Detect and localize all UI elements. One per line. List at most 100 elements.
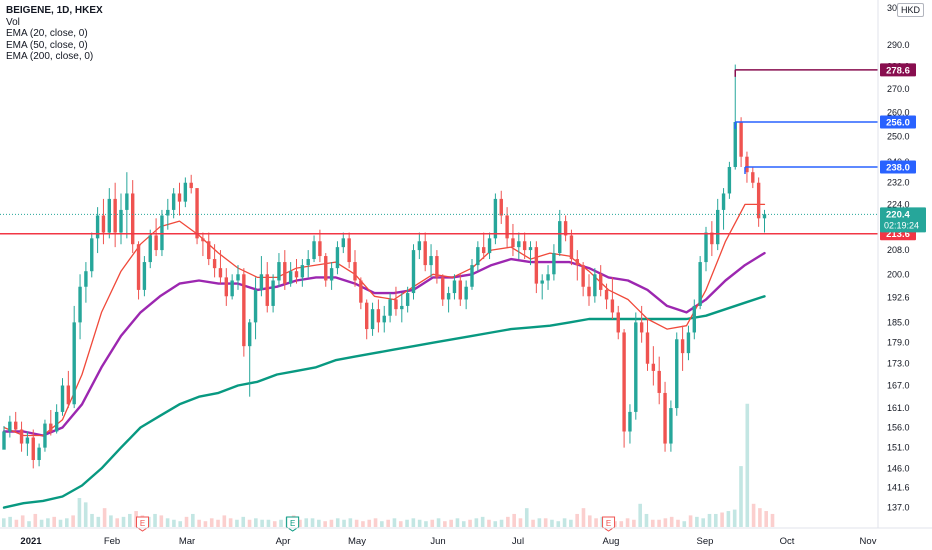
price-tick-label: 151.0 [887,443,910,453]
volume-bar [216,519,220,527]
last-price-countdown: 02:19:24 [884,220,919,230]
time-axis[interactable]: 2021 Feb Mar Apr May Jun Jul Aug Sep Oct Nov [20,536,876,547]
volume-bar [77,498,82,527]
candle-body [37,447,41,461]
candle-body [458,280,462,300]
volume-bar [197,519,201,527]
candle-body [95,215,100,239]
candle-body [183,182,188,202]
candle-body [388,299,392,316]
candle-body [90,238,94,272]
volume-bar [594,518,598,527]
volume-bar [430,519,435,527]
price-tick-label: 250.0 [887,132,910,142]
volume-bar [632,519,636,527]
volume-bar [272,521,277,527]
earnings-badge[interactable]: E [136,516,149,532]
volume-bar [298,519,302,527]
candle-body [610,299,615,313]
time-tick-label: Jun [430,536,445,547]
candle-body [113,198,117,233]
volume-bar [726,511,731,527]
volume-bar [506,516,510,527]
candle-body [365,302,369,330]
volume-series [2,403,775,527]
candle-body [669,408,673,444]
candle-body [575,259,579,266]
candle-body [160,215,164,251]
earnings-badge-label: E [290,519,295,528]
candle-body [265,274,269,306]
ema-200-series [2,295,766,509]
candle-body [370,309,375,330]
price-tick-label: 270.0 [887,84,910,94]
volume-bar [90,513,94,527]
ema20-legend-label[interactable]: EMA (20, close, 0) [6,28,88,39]
currency-badge[interactable]: HKD [896,3,924,17]
candle-body [8,421,12,432]
volume-bar [556,521,561,527]
last-price-value: 220.4 [886,209,910,220]
volume-bar [266,519,271,527]
volume-bar [411,518,416,527]
ema200-legend-label[interactable]: EMA (200, close, 0) [6,51,94,62]
volume-bar [71,515,75,527]
candle-body [639,322,644,333]
candle-body [739,122,743,157]
candle-body [242,274,246,347]
candle-body [14,421,18,430]
level-278-6-tag [880,63,916,77]
price-tick-label: 30 [887,3,897,13]
candle-body [517,241,521,248]
candle-body [628,411,632,432]
time-tick-label: Jul [512,536,524,547]
earnings-badge[interactable]: E [602,516,616,532]
volume-bar [109,515,113,527]
ema50-legend-label[interactable]: EMA (50, close, 0) [6,39,88,51]
volume-legend-label[interactable]: Vol [6,16,20,28]
volume-bar [228,518,233,527]
candle-body [43,423,47,448]
candle-body [634,322,638,412]
volume-bar [178,521,183,527]
candle-body [563,221,568,236]
candle-body [25,437,30,444]
horizontal-levels[interactable] [0,69,878,235]
volume-bar [764,511,768,527]
candle-body [645,332,650,364]
price-axis[interactable]: 137.0 141.6 146.0 151.0 156.0 161.0 167.0 173.0… [887,3,910,513]
price-tick-label: 260.0 [887,107,910,117]
volume-bar [342,519,346,527]
candle-body [441,277,445,300]
volume-bar [354,519,359,527]
volume-bar [128,513,132,527]
price-tick-label: 156.0 [887,423,910,433]
price-tick-label: 179.0 [887,338,910,348]
volume-bar [367,519,372,527]
candle-body [72,322,76,405]
volume-bar [695,516,699,527]
candle-body [312,241,316,260]
earnings-badge[interactable]: E [286,516,300,532]
candle-body [125,193,129,210]
symbol-title[interactable]: BEIGENE, 1D, HKEX [6,5,103,16]
volume-bar [191,513,195,527]
volume-bar [323,521,327,527]
price-axis-tags: 278.6 256.0 238.0 213.6 220.402:19:24 [880,63,926,241]
volume-bar [165,518,170,527]
volume-bar [317,519,321,527]
time-tick-label: Apr [276,536,291,547]
volume-bar [436,518,441,527]
volume-bar [531,519,535,527]
volume-bar [304,518,309,527]
candle-body [470,265,474,287]
volume-bar [688,515,693,527]
candle-body [692,305,696,333]
price-tick-label: 146.0 [887,463,910,473]
candle-body [329,268,334,281]
volume-bar [770,513,775,527]
volume-bar [512,513,516,527]
candle-body [464,286,468,300]
candle-body [651,363,656,371]
